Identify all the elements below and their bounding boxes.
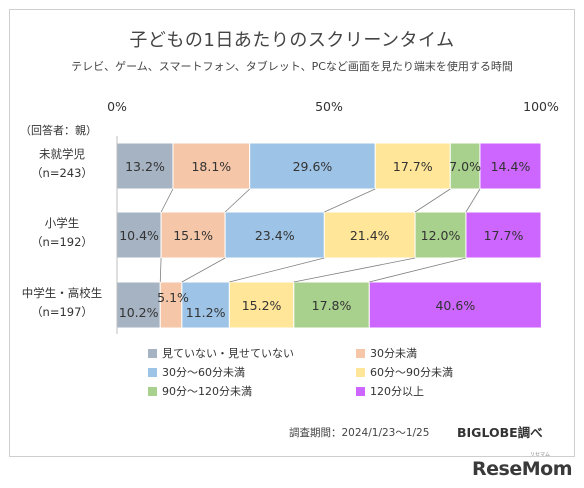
connector-line	[465, 188, 481, 213]
x-tick-label: 100%	[523, 99, 559, 114]
bar-segment	[293, 281, 370, 329]
legend-item: 120分以上	[356, 383, 424, 399]
data-label: 15.2%	[242, 298, 282, 313]
bar-segment	[449, 142, 481, 190]
category-n-label: （n=192）	[31, 235, 93, 249]
bar-segment	[249, 142, 376, 190]
bar-segment	[374, 142, 451, 190]
data-label: 21.4%	[350, 228, 390, 243]
data-label: 14.4%	[491, 159, 531, 174]
category-label: 小学生	[45, 216, 80, 230]
legend-item: 30分〜60分未満	[148, 364, 245, 380]
category-n-label: （n=243）	[31, 166, 93, 180]
data-label: 17.7%	[484, 228, 524, 243]
bar-segment	[160, 211, 226, 259]
x-tick-label: 50%	[315, 99, 343, 114]
legend-swatch	[148, 348, 157, 358]
chart-subtitle: テレビ、ゲーム、スマートフォン、タブレット、PCなど画面を見たり端末を使用する時…	[71, 60, 513, 73]
data-label: 40.6%	[435, 298, 475, 313]
legend-swatch	[148, 367, 157, 377]
bar-segment	[228, 281, 295, 329]
legend-label: 120分以上	[370, 385, 424, 398]
data-label: 10.4%	[119, 228, 159, 243]
bar-segment	[479, 142, 542, 190]
legend-label: 見ていない・見せていない	[162, 347, 294, 360]
legend-swatch	[356, 367, 365, 377]
bar-segment	[368, 281, 542, 329]
category-label: 中学生・高校生	[22, 286, 103, 300]
connector-line	[159, 257, 162, 283]
legend-item: 90分〜120分未満	[148, 383, 252, 399]
data-label: 15.1%	[173, 228, 213, 243]
survey-period: 調査期間：2024/1/23〜1/25	[289, 427, 430, 439]
resemom-logo: ReseMom	[472, 458, 572, 480]
category-label: 未就学児	[39, 147, 85, 161]
legend-swatch	[148, 386, 157, 396]
connector-line	[181, 257, 226, 283]
source-credit: BIGLOBE調べ	[457, 425, 543, 440]
data-label: 10.2%	[119, 305, 159, 320]
watermark-mark: リセマム	[530, 452, 551, 458]
x-tick-label: 0%	[107, 99, 127, 114]
data-label: 7.0%	[449, 159, 481, 174]
bar-segment	[414, 211, 467, 259]
data-label: 17.7%	[393, 159, 433, 174]
bar-segment	[323, 211, 416, 259]
connector-line	[293, 257, 416, 283]
connector-line	[160, 188, 174, 213]
legend-label: 90分〜120分未満	[162, 385, 252, 398]
legend-item: 30分未満	[356, 345, 417, 361]
legend-swatch	[356, 386, 365, 396]
data-label: 13.2%	[125, 159, 165, 174]
respondent-label: （回答者：親）	[20, 123, 97, 137]
bar-segment	[116, 211, 162, 259]
connector-line	[229, 257, 325, 283]
connector-line	[369, 257, 467, 283]
chart-title: 子どもの1日あたりのスクリーンタイム	[129, 30, 455, 51]
data-label: 11.2%	[186, 305, 226, 320]
data-label: 29.6%	[293, 159, 333, 174]
category-n-label: （n=197）	[31, 305, 93, 319]
data-label: 5.1%	[157, 290, 189, 305]
bar-segment	[159, 281, 183, 329]
legend-swatch	[356, 348, 365, 358]
bar-segment	[172, 142, 251, 190]
connector-line	[324, 188, 376, 213]
legend-item: 見ていない・見せていない	[148, 345, 294, 361]
data-label: 17.8%	[312, 298, 352, 313]
legend-item: 60分〜90分未満	[356, 364, 453, 380]
data-label: 23.4%	[255, 228, 295, 243]
connector-line	[414, 188, 451, 213]
legend-label: 60分〜90分未満	[370, 366, 453, 379]
connector-line	[224, 188, 250, 213]
data-label: 18.1%	[191, 159, 231, 174]
legend-label: 30分〜60分未満	[162, 366, 245, 379]
bar-segment	[465, 211, 542, 259]
legend-label: 30分未満	[370, 347, 417, 360]
data-label: 12.0%	[421, 228, 461, 243]
bar-segment	[181, 281, 230, 329]
